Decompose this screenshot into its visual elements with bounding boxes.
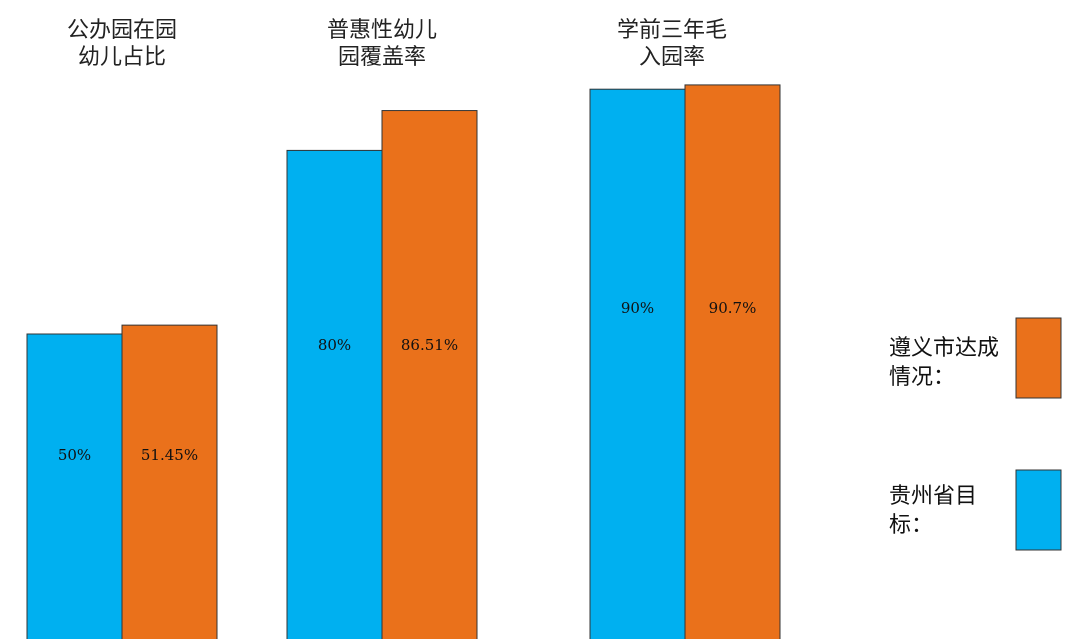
- bar: [381, 110, 478, 639]
- data-label: 86.51%: [401, 336, 458, 354]
- data-label: 90%: [621, 299, 654, 317]
- bar: [589, 88, 686, 639]
- legend-swatch: [1015, 469, 1062, 551]
- data-label: 50%: [58, 446, 91, 464]
- legend-label: 遵义市达成情况：: [889, 336, 1000, 390]
- category-label: 学前三年毛入园率: [616, 18, 727, 70]
- category-label: 普惠性幼儿园覆盖率: [326, 18, 437, 70]
- bar: [286, 149, 383, 639]
- bar: [26, 333, 123, 639]
- legend-label: 贵州省目标：: [889, 484, 978, 538]
- data-label: 90.7%: [709, 299, 757, 317]
- data-label: 51.45%: [141, 446, 198, 464]
- legend-swatch: [1015, 317, 1062, 399]
- bar: [684, 84, 781, 639]
- category-label: 公办园在园幼儿占比: [66, 18, 177, 70]
- bar: [121, 324, 218, 639]
- data-label: 80%: [318, 336, 351, 354]
